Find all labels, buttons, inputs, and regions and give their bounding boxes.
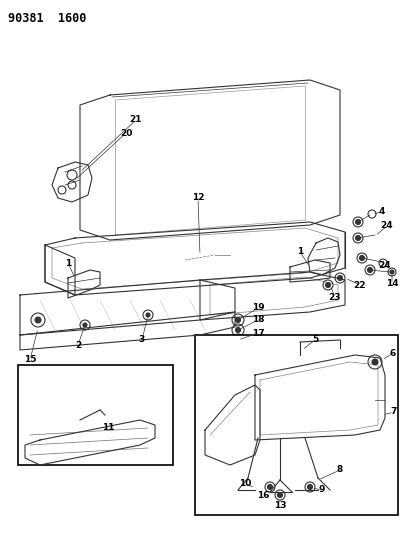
Text: 7: 7	[390, 408, 396, 416]
Text: 5: 5	[311, 335, 318, 344]
Text: 15: 15	[23, 356, 36, 365]
Text: 4: 4	[378, 207, 384, 216]
Circle shape	[325, 282, 330, 287]
Text: 2: 2	[75, 341, 81, 350]
Circle shape	[83, 323, 87, 327]
Text: 16: 16	[256, 490, 269, 499]
Text: 6: 6	[389, 349, 395, 358]
Circle shape	[146, 313, 149, 317]
Text: 10: 10	[238, 479, 251, 488]
Text: 3: 3	[139, 335, 145, 344]
Circle shape	[355, 236, 360, 240]
Circle shape	[235, 318, 240, 322]
Text: 13: 13	[273, 500, 286, 510]
Circle shape	[35, 317, 41, 323]
Text: 21: 21	[130, 116, 142, 125]
Circle shape	[355, 220, 360, 224]
Circle shape	[267, 484, 272, 489]
Text: 1: 1	[65, 259, 71, 268]
Text: 9: 9	[318, 486, 324, 495]
Circle shape	[235, 337, 240, 343]
Text: 1: 1	[296, 247, 303, 256]
Bar	[194, 335, 397, 515]
Text: 14: 14	[385, 279, 397, 288]
Circle shape	[367, 268, 371, 272]
Circle shape	[337, 276, 342, 280]
Text: 90381  1600: 90381 1600	[8, 12, 86, 25]
Text: 19: 19	[251, 303, 264, 312]
Bar	[18, 365, 173, 465]
Circle shape	[371, 359, 377, 365]
Circle shape	[235, 327, 240, 333]
Circle shape	[307, 484, 312, 489]
Text: 24: 24	[380, 222, 392, 230]
Circle shape	[358, 255, 364, 261]
Text: 8: 8	[336, 465, 342, 474]
Text: 11: 11	[102, 424, 114, 432]
Text: 12: 12	[191, 193, 204, 203]
Text: 24: 24	[378, 261, 390, 270]
Text: 23: 23	[328, 293, 341, 302]
Text: 22: 22	[353, 280, 365, 289]
Text: 18: 18	[251, 316, 264, 325]
Circle shape	[277, 492, 282, 497]
Text: 17: 17	[251, 328, 264, 337]
Circle shape	[389, 270, 393, 274]
Text: 20: 20	[119, 128, 132, 138]
